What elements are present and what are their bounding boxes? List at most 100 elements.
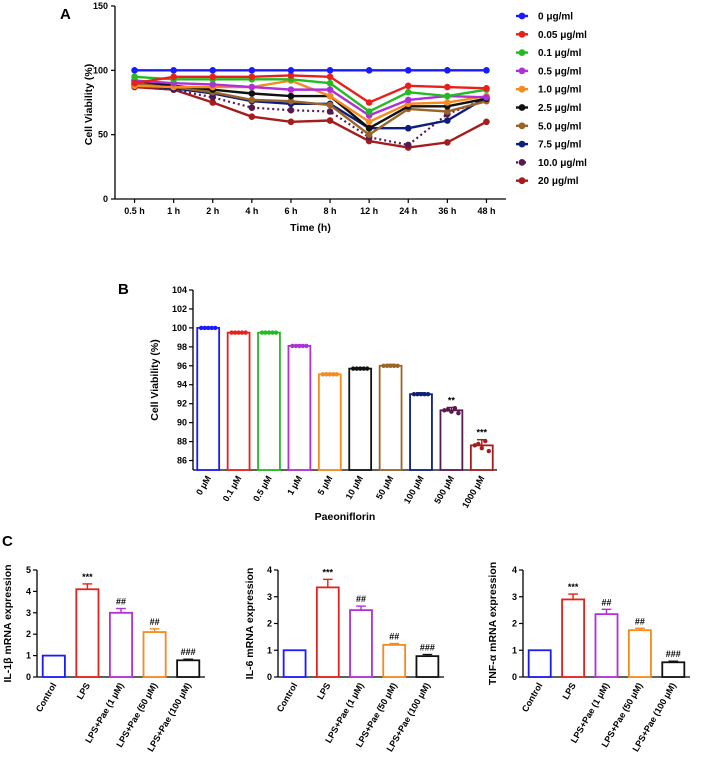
- y-tick-label: 4: [267, 565, 272, 575]
- significance-label: ##: [150, 617, 160, 627]
- significance-label: ***: [323, 567, 334, 577]
- data-point-0-g-ml: [209, 67, 217, 74]
- series-line-0-5-g-ml: [134, 79, 487, 117]
- y-tick-label: 3: [26, 608, 31, 618]
- y-tick-label: 94: [177, 380, 187, 390]
- replicate-dot: [229, 330, 234, 335]
- replicate-dot: [300, 343, 306, 349]
- data-point-2-5-g-ml: [248, 90, 256, 97]
- x-tick-label: 0.5 h: [124, 206, 145, 216]
- replicate-dot: [476, 441, 481, 447]
- legend-swatch-marker: [518, 12, 526, 20]
- replicate-dot: [202, 325, 207, 331]
- replicate-dot: [354, 366, 359, 371]
- data-point-20-g-ml: [444, 139, 451, 146]
- data-point-20-g-ml: [209, 99, 217, 106]
- replicate-dot: [273, 330, 279, 335]
- replicate-dot: [213, 325, 218, 331]
- x-tick-label: 48 h: [477, 206, 495, 216]
- replicate-dot: [442, 408, 447, 413]
- replicate-dot: [324, 372, 329, 377]
- data-point-10-0-g-ml: [287, 106, 295, 114]
- data-point-2-5-g-ml: [365, 124, 373, 132]
- data-point-0-5-g-ml: [326, 86, 334, 93]
- x-tick-label: 8 h: [324, 206, 337, 216]
- legend-label: 7.5 μg/ml: [538, 140, 582, 151]
- y-tick-label: 50: [98, 130, 108, 140]
- replicate-dot: [320, 372, 325, 377]
- bar-1-m: [287, 344, 312, 471]
- x-tick-label: 24 h: [399, 206, 417, 216]
- data-point-0-1-g-ml: [365, 108, 373, 115]
- data-point-0-g-ml: [444, 67, 451, 74]
- legend-label: 20 μg/ml: [538, 176, 579, 187]
- replicate-dot: [290, 343, 295, 349]
- replicate-dot: [270, 330, 275, 335]
- significance-label: ##: [601, 597, 611, 607]
- bar-lps: [561, 598, 586, 678]
- data-point-0-g-ml: [365, 67, 373, 74]
- replicate-dot: [388, 363, 393, 368]
- data-point-0-05-g-ml: [404, 82, 412, 90]
- y-tick-label: 2: [267, 619, 272, 629]
- y-tick-label: 3: [512, 592, 517, 602]
- replicate-dot: [334, 372, 340, 377]
- data-point-1-0-g-ml: [326, 92, 334, 100]
- replicate-dot: [418, 392, 424, 397]
- data-point-0-05-g-ml: [170, 73, 177, 81]
- replicate-dot: [411, 392, 417, 397]
- data-point-0-g-ml: [287, 67, 295, 74]
- replicate-dot: [232, 330, 238, 335]
- x-tick-label: Control: [520, 681, 545, 714]
- replicate-dot: [449, 409, 454, 414]
- significance-label: ***: [82, 572, 93, 582]
- data-point-20-g-ml: [326, 117, 334, 124]
- data-point-0-5-g-ml: [248, 83, 256, 91]
- replicate-dot: [239, 330, 245, 335]
- legend-swatch-marker: [518, 122, 526, 130]
- significance-label: ***: [568, 582, 579, 592]
- significance-label: ###: [420, 643, 435, 653]
- bar-lps-pae-100-m: [661, 661, 686, 678]
- x-tick-label: 500 μM: [432, 474, 456, 505]
- legend-swatch-marker: [518, 85, 526, 93]
- significance-label: ***: [477, 428, 488, 438]
- replicate-dot: [365, 366, 370, 371]
- x-tick-label: 1 h: [167, 206, 180, 216]
- y-tick-label: 98: [177, 342, 187, 352]
- data-point-1-0-g-ml: [365, 118, 373, 126]
- y-tick-label: 0: [103, 194, 108, 204]
- bar-lps-pae-50-m: [627, 629, 652, 678]
- x-tick-label: LPS: [315, 681, 332, 701]
- data-point-0-1-g-ml: [326, 79, 334, 87]
- data-point-5-0-g-ml: [248, 96, 256, 104]
- x-tick-label: LPS: [560, 681, 577, 701]
- y-tick-label: 100: [93, 65, 108, 75]
- significance-label: ###: [666, 649, 681, 659]
- legend-swatch-marker: [518, 140, 526, 148]
- bar-control: [282, 649, 307, 678]
- y-tick-label: 2: [512, 619, 517, 629]
- y-tick-label: 3: [267, 592, 272, 602]
- legend-swatch-marker: [518, 67, 526, 75]
- data-point-20-g-ml: [287, 118, 295, 126]
- replicate-dot: [327, 372, 332, 377]
- replicate-dot: [479, 446, 484, 451]
- y-tick-label: 90: [177, 418, 187, 428]
- data-point-0-05-g-ml: [209, 73, 217, 81]
- legend-label: 10.0 μg/ml: [538, 158, 587, 169]
- replicate-dot: [350, 366, 356, 371]
- data-point-0-g-ml: [483, 67, 490, 74]
- data-point-0-g-ml: [326, 67, 334, 74]
- replicate-dot: [483, 438, 488, 444]
- x-tick-label: 36 h: [438, 206, 456, 216]
- significance-label: ##: [356, 594, 366, 604]
- legend-swatch-marker: [518, 159, 526, 166]
- replicate-dot: [259, 330, 265, 335]
- data-point-5-0-g-ml: [365, 131, 373, 138]
- data-point-10-0-g-ml: [404, 141, 412, 149]
- replicate-dot: [266, 330, 272, 335]
- bar-lps-pae-100-m: [176, 659, 201, 678]
- data-point-0-05-g-ml: [365, 99, 373, 106]
